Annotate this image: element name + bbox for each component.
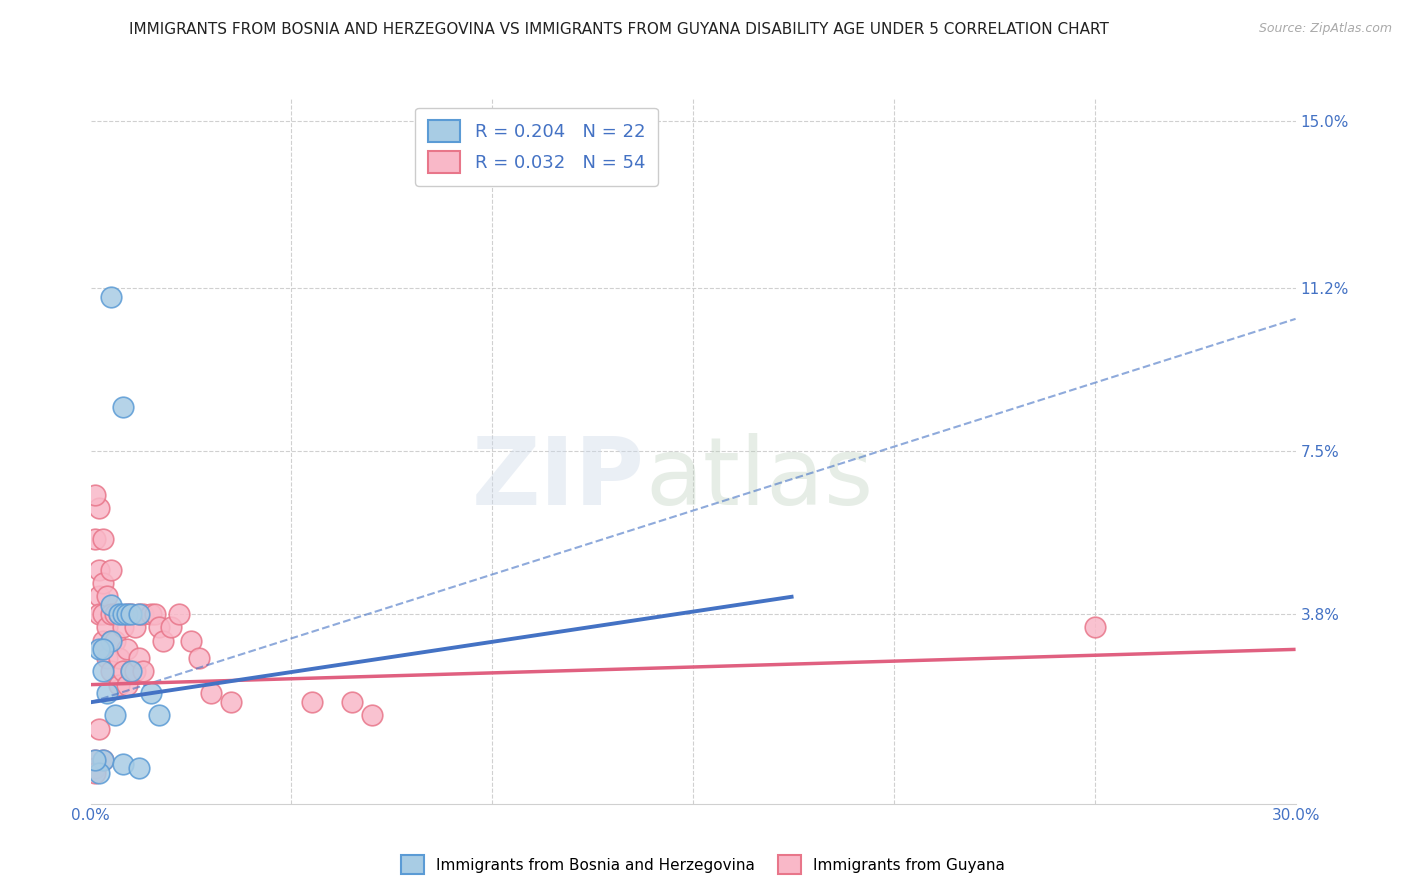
Point bbox=[360, 708, 382, 723]
Point bbox=[87, 722, 110, 736]
Point bbox=[104, 708, 127, 723]
Point bbox=[111, 607, 134, 621]
Point bbox=[107, 678, 129, 692]
Point bbox=[120, 665, 142, 679]
Point bbox=[100, 633, 122, 648]
Point bbox=[91, 576, 114, 591]
Point bbox=[188, 651, 211, 665]
Point bbox=[96, 686, 118, 700]
Point bbox=[160, 620, 183, 634]
Point bbox=[104, 607, 127, 621]
Point bbox=[143, 607, 166, 621]
Point bbox=[128, 651, 150, 665]
Point bbox=[152, 633, 174, 648]
Text: atlas: atlas bbox=[645, 434, 873, 525]
Point bbox=[107, 651, 129, 665]
Point bbox=[87, 765, 110, 780]
Point bbox=[111, 400, 134, 414]
Point bbox=[115, 607, 138, 621]
Point bbox=[115, 642, 138, 657]
Point bbox=[87, 607, 110, 621]
Point bbox=[100, 607, 122, 621]
Point bbox=[91, 607, 114, 621]
Point bbox=[83, 488, 105, 502]
Point bbox=[87, 590, 110, 604]
Point bbox=[96, 651, 118, 665]
Point bbox=[100, 633, 122, 648]
Point bbox=[132, 665, 155, 679]
Point bbox=[148, 620, 170, 634]
Point bbox=[148, 708, 170, 723]
Point bbox=[83, 765, 105, 780]
Point bbox=[100, 563, 122, 577]
Point bbox=[128, 607, 150, 621]
Point bbox=[120, 665, 142, 679]
Point bbox=[91, 753, 114, 767]
Point bbox=[128, 607, 150, 621]
Point bbox=[83, 532, 105, 546]
Point bbox=[120, 607, 142, 621]
Point bbox=[100, 665, 122, 679]
Point bbox=[91, 633, 114, 648]
Point bbox=[96, 620, 118, 634]
Point bbox=[200, 686, 222, 700]
Text: IMMIGRANTS FROM BOSNIA AND HERZEGOVINA VS IMMIGRANTS FROM GUYANA DISABILITY AGE : IMMIGRANTS FROM BOSNIA AND HERZEGOVINA V… bbox=[129, 22, 1108, 37]
Point bbox=[111, 620, 134, 634]
Legend: R = 0.204   N = 22, R = 0.032   N = 54: R = 0.204 N = 22, R = 0.032 N = 54 bbox=[415, 108, 658, 186]
Point bbox=[83, 761, 105, 775]
Point bbox=[219, 695, 242, 709]
Point bbox=[91, 532, 114, 546]
Text: ZIP: ZIP bbox=[472, 434, 645, 525]
Point bbox=[111, 665, 134, 679]
Point bbox=[91, 753, 114, 767]
Point bbox=[83, 753, 105, 767]
Point bbox=[301, 695, 323, 709]
Point bbox=[100, 599, 122, 613]
Point bbox=[124, 665, 146, 679]
Point bbox=[167, 607, 190, 621]
Point bbox=[115, 678, 138, 692]
Point bbox=[124, 620, 146, 634]
Point bbox=[87, 501, 110, 516]
Text: Source: ZipAtlas.com: Source: ZipAtlas.com bbox=[1258, 22, 1392, 36]
Point bbox=[139, 686, 162, 700]
Point bbox=[107, 607, 129, 621]
Point bbox=[120, 607, 142, 621]
Point bbox=[87, 642, 110, 657]
Point bbox=[115, 607, 138, 621]
Point bbox=[87, 563, 110, 577]
Point bbox=[1084, 620, 1107, 634]
Point bbox=[180, 633, 202, 648]
Point bbox=[91, 665, 114, 679]
Legend: Immigrants from Bosnia and Herzegovina, Immigrants from Guyana: Immigrants from Bosnia and Herzegovina, … bbox=[395, 849, 1011, 880]
Point bbox=[100, 290, 122, 304]
Point bbox=[104, 633, 127, 648]
Point bbox=[139, 607, 162, 621]
Point bbox=[107, 607, 129, 621]
Point bbox=[83, 753, 105, 767]
Point bbox=[91, 642, 114, 657]
Point bbox=[340, 695, 363, 709]
Point bbox=[132, 607, 155, 621]
Point bbox=[111, 756, 134, 771]
Point bbox=[128, 761, 150, 775]
Point bbox=[96, 590, 118, 604]
